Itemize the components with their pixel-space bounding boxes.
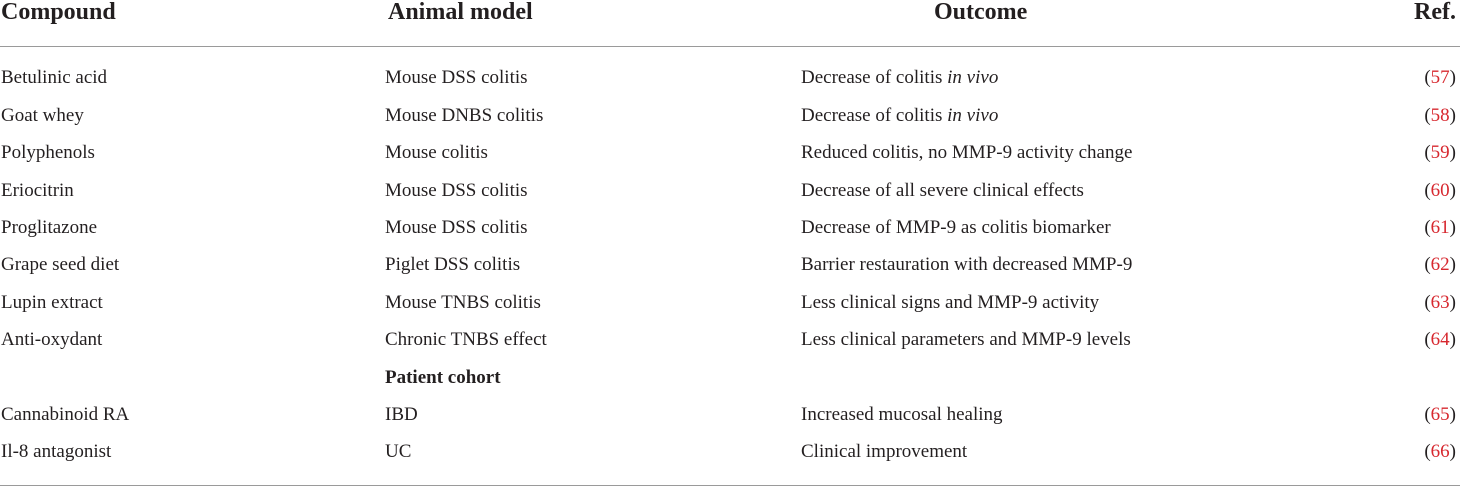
table-row: Il-8 antagonist UC Clinical improvement …: [0, 438, 1460, 466]
cell-ref[interactable]: (61): [1424, 217, 1456, 238]
outcome-text: Decrease of colitis: [801, 105, 948, 126]
header-rule: [0, 46, 1460, 47]
ref-link[interactable]: 61: [1430, 217, 1450, 238]
cell-ref[interactable]: (60): [1424, 180, 1456, 201]
cell-compound: Anti-oxydant: [1, 329, 103, 350]
cell-animal-model: Chronic TNBS effect: [385, 329, 547, 350]
table-row: Anti-oxydant Chronic TNBS effect Less cl…: [0, 326, 1460, 354]
ref-link[interactable]: 57: [1430, 67, 1450, 88]
table-row: Cannabinoid RA IBD Increased mucosal hea…: [0, 401, 1460, 429]
cell-compound: Grape seed diet: [1, 254, 120, 275]
cell-ref[interactable]: (57): [1424, 67, 1456, 88]
header-animal-model: Animal model: [388, 0, 533, 25]
header-ref: Ref.: [1414, 0, 1456, 25]
cell-animal-model: Mouse TNBS colitis: [385, 292, 541, 313]
table-row: Goat whey Mouse DNBS colitis Decrease of…: [0, 102, 1460, 130]
outcome-italic-text: in vivo: [947, 105, 999, 126]
cell-outcome: Less clinical signs and MMP-9 activity: [801, 292, 1100, 313]
cell-ref[interactable]: (65): [1424, 404, 1456, 425]
cell-ref[interactable]: (58): [1424, 105, 1456, 126]
cell-animal-model: IBD: [385, 404, 418, 425]
cell-compound: Proglitazone: [1, 217, 98, 238]
ref-link[interactable]: 62: [1430, 254, 1450, 275]
ref-link[interactable]: 59: [1430, 142, 1450, 163]
section-subheading-row: Patient cohort: [0, 364, 1460, 392]
table-row: Proglitazone Mouse DSS colitis Decrease …: [0, 214, 1460, 242]
cell-compound: Eriocitrin: [1, 180, 74, 201]
table-row: Lupin extract Mouse TNBS colitis Less cl…: [0, 289, 1460, 317]
header-outcome: Outcome: [934, 0, 1028, 25]
table-bottom-rule: [0, 485, 1460, 486]
cell-ref[interactable]: (64): [1424, 329, 1456, 350]
ref-link[interactable]: 63: [1430, 292, 1450, 313]
cell-compound: Betulinic acid: [1, 67, 108, 88]
cell-compound: Polyphenols: [1, 142, 95, 163]
cell-outcome: Increased mucosal healing: [801, 404, 1003, 425]
ref-link[interactable]: 65: [1430, 404, 1450, 425]
cell-ref[interactable]: (63): [1424, 292, 1456, 313]
ref-link[interactable]: 64: [1430, 329, 1450, 350]
table-row: Grape seed diet Piglet DSS colitis Barri…: [0, 251, 1460, 279]
table-row: Polyphenols Mouse colitis Reduced coliti…: [0, 139, 1460, 167]
cell-outcome: Decrease of colitis in vivo: [801, 64, 998, 92]
ref-link[interactable]: 58: [1430, 105, 1450, 126]
cell-outcome: Barrier restauration with decreased MMP-…: [801, 254, 1133, 275]
cell-outcome: Clinical improvement: [801, 441, 968, 462]
cell-animal-model: Piglet DSS colitis: [385, 254, 521, 275]
ref-link[interactable]: 60: [1430, 180, 1450, 201]
cell-animal-model: Mouse DSS colitis: [385, 217, 528, 238]
cell-animal-model: Mouse colitis: [385, 142, 488, 163]
outcome-text: Decrease of colitis: [801, 67, 948, 88]
table-row: Eriocitrin Mouse DSS colitis Decrease of…: [0, 177, 1460, 205]
cell-animal-model: Mouse DSS colitis: [385, 67, 528, 88]
cell-ref[interactable]: (66): [1424, 441, 1456, 462]
subheading-patient-cohort: Patient cohort: [385, 367, 501, 388]
cell-animal-model: Mouse DSS colitis: [385, 180, 528, 201]
cell-ref[interactable]: (59): [1424, 142, 1456, 163]
outcome-italic-text: in vivo: [947, 67, 999, 88]
cell-animal-model: Mouse DNBS colitis: [385, 105, 544, 126]
table-row: Betulinic acid Mouse DSS colitis Decreas…: [0, 64, 1460, 92]
cell-compound: Goat whey: [1, 105, 84, 126]
cell-outcome: Less clinical parameters and MMP-9 level…: [801, 329, 1131, 350]
cell-compound: Il-8 antagonist: [1, 441, 112, 462]
table-header-row: Compound Animal model Outcome Ref.: [0, 0, 1460, 24]
cell-outcome: Reduced colitis, no MMP-9 activity chang…: [801, 142, 1133, 163]
cell-outcome: Decrease of MMP-9 as colitis biomarker: [801, 217, 1111, 238]
cell-compound: Cannabinoid RA: [1, 404, 130, 425]
header-compound: Compound: [1, 0, 116, 25]
cell-outcome: Decrease of colitis in vivo: [801, 102, 998, 130]
cell-animal-model: UC: [385, 441, 412, 462]
cell-compound: Lupin extract: [1, 292, 103, 313]
ref-link[interactable]: 66: [1430, 441, 1450, 462]
cell-ref[interactable]: (62): [1424, 254, 1456, 275]
cell-outcome: Decrease of all severe clinical effects: [801, 180, 1084, 201]
